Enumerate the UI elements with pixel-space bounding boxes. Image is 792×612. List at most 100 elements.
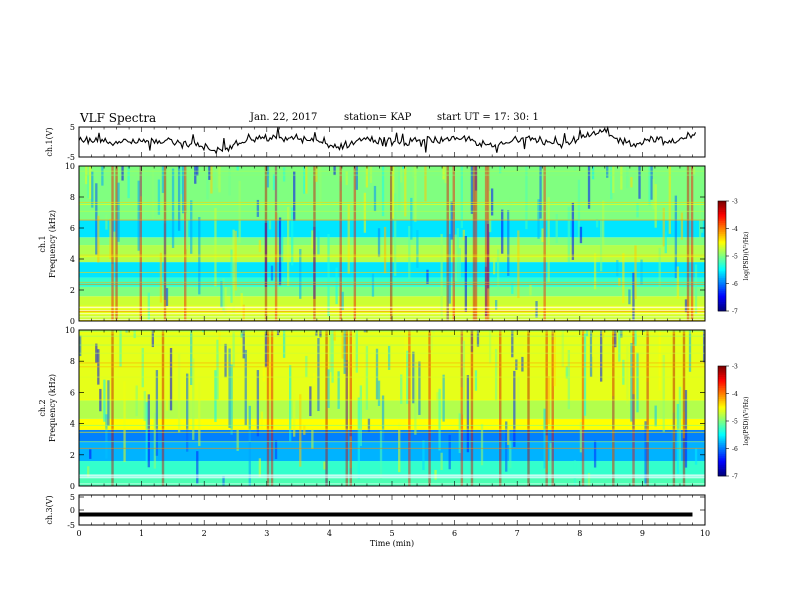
spectrogram-streak xyxy=(684,299,688,313)
spectrogram-streak xyxy=(133,330,136,339)
colorbar-swatch xyxy=(718,430,726,433)
colorbar-tick-label: -5 xyxy=(732,419,738,426)
spectrogram-white-line xyxy=(79,310,705,311)
spectrogram-streak xyxy=(313,372,316,385)
spectrogram-line xyxy=(79,344,705,346)
colorbar-swatch xyxy=(718,367,726,370)
spectrogram-streak xyxy=(636,203,639,218)
colorbar-swatch xyxy=(718,270,726,273)
spectrogram-streak xyxy=(95,183,98,255)
ch2-spectrogram-ylabel: Frequency (kHz) xyxy=(48,374,57,442)
spectrogram-streak xyxy=(161,166,165,193)
spectrogram-streak xyxy=(299,248,302,299)
spectrogram-streak xyxy=(676,403,680,474)
y-tick-label: 4 xyxy=(70,255,75,264)
spectrogram-streak xyxy=(282,167,286,182)
spectrogram-streak xyxy=(480,423,484,466)
ch1-spectrogram-ylabel-channel: ch.1 xyxy=(38,235,47,252)
spectrogram-streak xyxy=(242,304,245,321)
spectrogram-streak xyxy=(464,236,468,312)
spectrogram-line xyxy=(79,399,705,401)
spectrogram-streak xyxy=(373,185,377,212)
spectrogram-streak xyxy=(244,349,247,426)
spectrogram-streak xyxy=(341,330,344,359)
spectrogram-streak xyxy=(579,421,583,453)
spectrogram-streak xyxy=(426,269,429,284)
colorbar-swatch xyxy=(718,459,726,462)
spectrogram-streak xyxy=(638,166,641,199)
spectrogram-streak xyxy=(272,174,276,191)
spectrogram-streak xyxy=(379,430,383,485)
colorbar-swatch xyxy=(718,432,726,435)
spectrogram-streak xyxy=(400,166,403,183)
spectrogram-streak xyxy=(517,230,520,299)
spectrogram-streak xyxy=(567,350,571,410)
y-tick-label: 6 xyxy=(70,224,75,233)
spectrogram-ch1 xyxy=(79,166,705,322)
spectrogram-streak xyxy=(179,166,183,195)
spectrogram-streak xyxy=(347,204,350,274)
spectrogram-streak xyxy=(622,359,625,385)
spectrogram-burst xyxy=(612,330,615,486)
spectrogram-streak xyxy=(410,197,413,240)
spectrogram-streak xyxy=(293,171,296,221)
spectrogram-line xyxy=(79,283,705,285)
spectrogram-streak xyxy=(454,234,457,282)
ch1-waveform-line xyxy=(78,125,697,155)
spectrogram-streak xyxy=(583,333,587,416)
spectrogram-streak xyxy=(561,330,564,368)
spectrogram-streak xyxy=(329,330,332,373)
spectrogram-streak xyxy=(216,166,219,188)
colorbar-swatch xyxy=(718,371,726,374)
spectrogram-burst xyxy=(470,330,474,486)
colorbar-swatch xyxy=(718,215,726,218)
spectrogram-streak xyxy=(276,166,280,213)
colorbar-swatch xyxy=(718,410,726,413)
spectrogram-burst xyxy=(266,330,270,486)
spectrogram-burst xyxy=(339,166,342,321)
spectrogram-streak xyxy=(476,330,480,347)
spectrogram-streak xyxy=(438,388,441,451)
spectrogram-line xyxy=(79,201,705,203)
spectrogram-line xyxy=(79,447,705,449)
colorbar-swatch xyxy=(718,248,726,251)
spectrogram-streak xyxy=(232,332,235,368)
spectrogram-streak xyxy=(357,397,360,480)
colorbar-swatch xyxy=(718,274,726,277)
colorbar-swatch xyxy=(718,404,726,407)
colorbar-swatch xyxy=(718,415,726,418)
spectrogram-streak xyxy=(252,166,255,198)
spectrogram-streak xyxy=(153,412,157,469)
spectrogram-burst xyxy=(682,330,686,486)
spectrogram-streak xyxy=(440,234,443,317)
colorbar-swatch xyxy=(718,443,726,446)
spectrogram-burst xyxy=(581,330,585,486)
spectrogram-streak xyxy=(165,357,169,411)
colorbar-swatch xyxy=(718,232,726,235)
spectrogram-streak xyxy=(694,448,698,465)
spectrogram-line xyxy=(79,219,705,221)
spectrogram-streak xyxy=(567,206,571,263)
colorbar-swatch xyxy=(718,237,726,240)
spectrogram-streak xyxy=(545,435,548,473)
spectrogram-streak xyxy=(543,408,546,469)
spectrogram-streak xyxy=(587,166,591,209)
start-time-label: start UT = 17: 30: 1 xyxy=(437,112,539,123)
spectrogram-streak xyxy=(630,177,633,188)
spectrogram-streak xyxy=(414,166,417,222)
spectrogram-line xyxy=(79,170,705,172)
spectrogram-streak xyxy=(139,166,142,197)
colorbar-swatch xyxy=(718,294,726,297)
spectrogram-streak xyxy=(442,166,445,180)
spectrogram-streak xyxy=(702,330,706,363)
spectrogram-streak xyxy=(286,206,290,286)
spectrogram-white-line xyxy=(79,476,705,478)
spectrogram-streak xyxy=(387,345,391,370)
colorbar-swatch xyxy=(718,417,726,420)
colorbar-swatch xyxy=(718,276,726,279)
colorbar-tick-label: -4 xyxy=(732,391,738,398)
spectrogram-streak xyxy=(87,466,90,477)
spectrogram-streak xyxy=(539,166,542,219)
spectrogram-streak xyxy=(155,370,159,456)
spectrogram-burst xyxy=(545,330,548,486)
